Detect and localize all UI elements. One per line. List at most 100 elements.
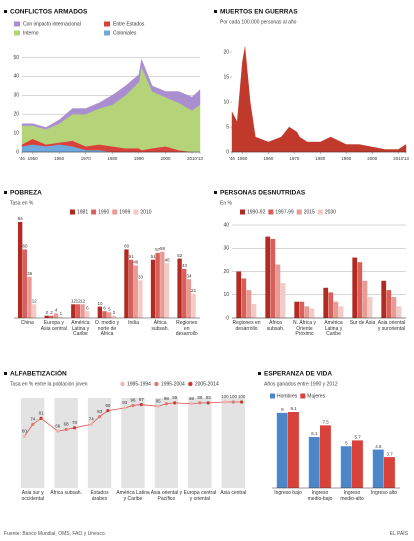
- data-label: 90: [105, 403, 111, 408]
- bar: [328, 292, 334, 318]
- bar: [138, 280, 143, 318]
- y-tick-label: 40: [223, 222, 229, 228]
- bar: [323, 287, 329, 318]
- x-tick-label: 2010: [393, 156, 404, 161]
- y-tick-label: 20: [223, 269, 229, 275]
- data-label: 60: [22, 429, 28, 434]
- bar: [236, 271, 242, 318]
- column: [121, 398, 145, 488]
- bar: [85, 311, 90, 318]
- legend-swatch: [104, 30, 110, 36]
- data-label: 10: [98, 301, 104, 306]
- y-tick-label: 5: [226, 124, 229, 130]
- bar: [160, 251, 165, 318]
- x-tick-label: '46: [19, 156, 25, 161]
- legend-label: Entre Estados: [113, 21, 145, 27]
- y-tick-label: 15: [223, 74, 229, 80]
- x-tick-label: '13: [403, 156, 409, 161]
- bar: [191, 294, 196, 318]
- bar: [381, 280, 387, 318]
- legend-swatch: [70, 209, 75, 215]
- data-label: 93: [122, 400, 128, 405]
- data-label: 81: [39, 411, 45, 416]
- bar: [309, 308, 315, 318]
- legend-label: Mujeres: [307, 393, 325, 399]
- point: [206, 401, 210, 405]
- data-label: 84: [18, 216, 24, 221]
- x-tick-label: 2010: [187, 156, 198, 161]
- chart-title: PERSONAS DESNUTRIDAS: [220, 190, 306, 197]
- bar: [391, 297, 397, 318]
- data-label: 95: [156, 398, 162, 403]
- legend-swatch: [104, 21, 110, 27]
- bar: [308, 437, 320, 488]
- y-tick-label: 0: [226, 149, 229, 155]
- column: [188, 398, 212, 488]
- credit: EL PAÍS: [389, 531, 408, 537]
- area: [231, 46, 407, 153]
- bar: [75, 304, 81, 318]
- bar: [80, 304, 85, 318]
- bar: [71, 304, 76, 318]
- data-label: 33: [138, 274, 144, 279]
- category-label: Sur de Asia: [349, 320, 376, 326]
- chart-subtitle: Tasa en % entre la población joven: [10, 381, 88, 387]
- category-label: América Latina y Caribe: [71, 320, 90, 338]
- category-label: Estados árabes: [90, 490, 109, 502]
- data-label: 36: [27, 271, 33, 276]
- legend-label: 2010: [140, 209, 151, 215]
- bar: [352, 257, 358, 318]
- category-label: India: [128, 320, 139, 326]
- category-label: Ingreso alto: [370, 490, 398, 496]
- bar: [128, 259, 134, 318]
- bar: [133, 265, 138, 318]
- data-label: 2: [113, 310, 116, 315]
- bar: [320, 425, 331, 488]
- category-label: China: [20, 320, 34, 326]
- point: [198, 401, 202, 405]
- category-label: N. África y Oriente Próximo: [292, 320, 317, 338]
- chart-title: CONFLICTOS ARMADOS: [10, 9, 88, 16]
- data-label: 2: [46, 310, 49, 315]
- title-bullet: [4, 10, 7, 13]
- legend-label: 2030: [325, 209, 336, 215]
- data-label: 98: [189, 396, 195, 401]
- legend-swatch: [317, 209, 323, 215]
- bar: [372, 449, 384, 488]
- data-label: 52: [177, 253, 183, 258]
- chart-subtitle: Por cada 100.000 personas al año: [220, 19, 297, 25]
- data-label: 48: [165, 257, 171, 262]
- legend-swatch: [120, 381, 125, 387]
- category-label: Asia central: [220, 490, 247, 496]
- legend-swatch: [14, 30, 20, 36]
- data-label: 66: [55, 423, 61, 428]
- title-bullet: [4, 191, 7, 194]
- data-label: 46: [133, 260, 139, 265]
- data-label: 98: [164, 396, 170, 401]
- bar: [97, 306, 103, 318]
- data-label: 5: [345, 440, 348, 445]
- x-tick-label: 1960: [263, 156, 274, 161]
- y-tick-label: 30: [223, 246, 229, 252]
- chart-title: MUERTOS EN GUERRAS: [220, 9, 298, 16]
- data-label: 4.6: [375, 444, 382, 449]
- legend-label: 2015: [304, 209, 315, 215]
- data-label: 12: [71, 298, 77, 303]
- bar: [251, 304, 257, 318]
- x-tick-label: 1970: [289, 156, 300, 161]
- bar: [340, 446, 352, 488]
- legend-label: Interno: [23, 30, 39, 36]
- title-bullet: [4, 372, 7, 375]
- legend-swatch: [112, 209, 118, 215]
- legend-swatch: [268, 209, 274, 215]
- legend-label: 2005-2014: [195, 381, 219, 387]
- connector: [40, 418, 59, 432]
- point: [89, 422, 93, 426]
- x-tick-label: 1950: [28, 156, 39, 161]
- category-label: África subsah.: [266, 320, 285, 332]
- y-tick-label: 10: [223, 292, 229, 298]
- title-bullet: [214, 191, 217, 194]
- area: [21, 58, 201, 130]
- bar: [294, 301, 300, 318]
- point: [64, 427, 68, 432]
